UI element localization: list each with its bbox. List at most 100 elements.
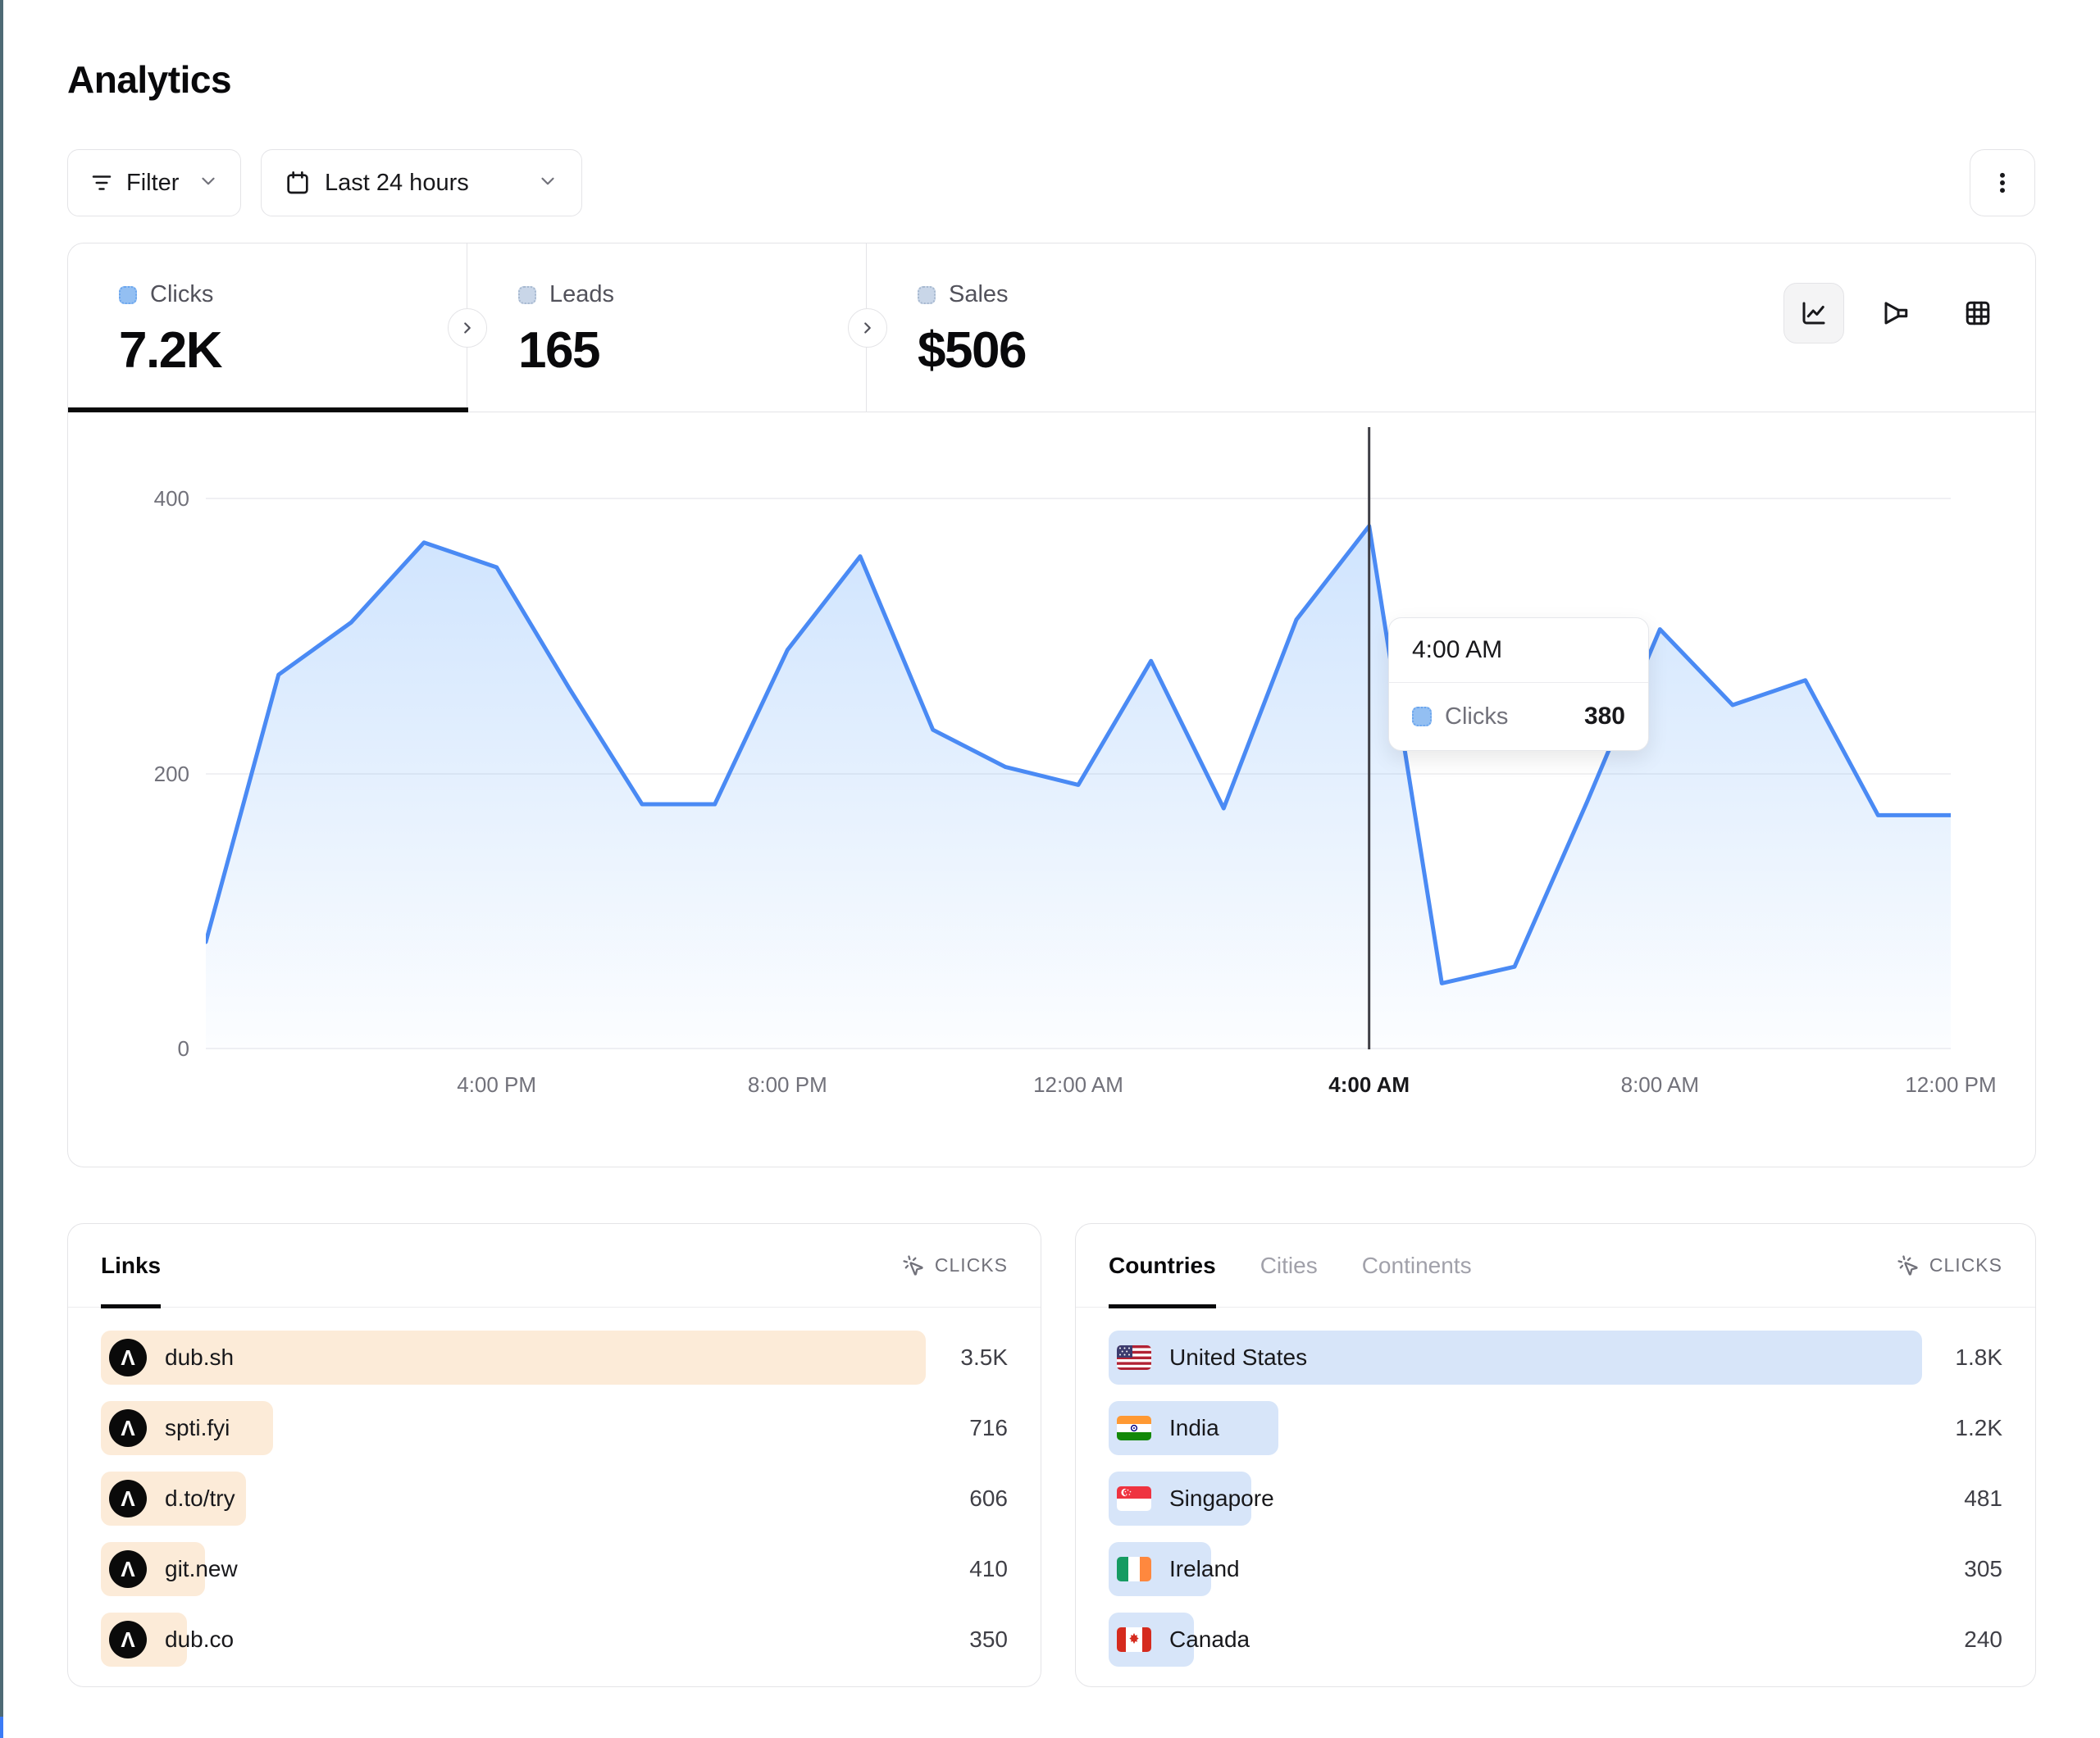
chevron-right-icon — [859, 319, 877, 337]
country-label: Ireland — [1169, 1556, 1240, 1581]
clicks-value: 7.2K — [119, 322, 222, 379]
x-tick-label: 4:00 PM — [457, 1072, 537, 1097]
chart-area-fill — [206, 525, 1951, 1049]
country-clicks-value: 1.2K — [1955, 1415, 2002, 1440]
stat-label: Leads — [549, 281, 615, 307]
filter-label: Filter — [126, 169, 180, 196]
country-clicks-value: 305 — [1964, 1556, 2002, 1581]
link-label: dub.co — [165, 1627, 235, 1652]
stats-tab-row: Clicks 7.2K Leads 165 Sales $506 — [68, 243, 2035, 412]
tooltip-legend-swatch — [1412, 707, 1432, 726]
link-label: git.new — [165, 1556, 238, 1581]
country-label: United States — [1169, 1344, 1308, 1370]
country-row[interactable]: United States 1.8K — [1109, 1331, 2002, 1385]
line-chart-icon — [1799, 298, 1829, 328]
country-row[interactable]: Ireland 305 — [1109, 1542, 2002, 1596]
country-label: Singapore — [1169, 1485, 1274, 1511]
calendar-icon — [285, 170, 311, 196]
ie-flag-icon — [1117, 1557, 1151, 1581]
chart-tooltip: 4:00 AM Clicks 380 — [1388, 617, 1649, 751]
link-label: spti.fyi — [165, 1415, 230, 1440]
funnel-view-button[interactable] — [1865, 283, 1926, 344]
link-clicks-value: 410 — [969, 1556, 1008, 1581]
dub-logo-icon: Λ — [109, 1339, 147, 1376]
country-label: Canada — [1169, 1627, 1250, 1652]
active-tab-underline — [68, 407, 468, 412]
link-clicks-value: 350 — [969, 1627, 1008, 1652]
expand-metric-button[interactable] — [848, 308, 887, 348]
link-clicks-value: 716 — [969, 1415, 1008, 1440]
us-flag-icon — [1117, 1345, 1151, 1370]
more-options-button[interactable] — [1970, 149, 2035, 216]
x-tick-label: 12:00 PM — [1905, 1072, 1997, 1097]
sg-flag-icon — [1117, 1486, 1151, 1511]
countries-metric-header[interactable]: CLICKS — [1897, 1224, 2002, 1307]
tab-links-links[interactable]: Links — [101, 1224, 162, 1308]
dub-logo-icon: Λ — [109, 1480, 147, 1517]
metric-header-label: CLICKS — [934, 1254, 1008, 1276]
tab-countries-continents[interactable]: Continents — [1361, 1252, 1472, 1278]
in-flag-icon — [1117, 1416, 1151, 1440]
expand-metric-button[interactable] — [448, 308, 487, 348]
dub-logo-icon: Λ — [109, 1550, 147, 1588]
tab-clicks[interactable]: Clicks 7.2K — [68, 243, 467, 412]
country-clicks-value: 240 — [1964, 1627, 2002, 1652]
sales-value: $506 — [918, 322, 1027, 379]
y-tick-label: 400 — [153, 486, 189, 511]
page-title: Analytics — [67, 58, 232, 101]
countries-panel: Countries Cities Continents CLICKS United … — [1075, 1223, 2036, 1687]
ca-flag-icon — [1117, 1627, 1151, 1652]
funnel-chart-icon — [1881, 298, 1911, 328]
chevron-down-icon — [198, 171, 219, 196]
date-range-label: Last 24 hours — [325, 169, 469, 196]
filter-button[interactable]: Filter — [67, 149, 241, 216]
tab-sales[interactable]: Sales $506 — [867, 243, 1266, 412]
link-clicks-value: 3.5K — [960, 1344, 1008, 1370]
analytics-card: Clicks 7.2K Leads 165 Sales $506 — [67, 243, 2036, 1167]
stat-label: Sales — [949, 281, 1009, 307]
country-row[interactable]: Singapore 481 — [1109, 1472, 2002, 1526]
y-tick-label: 0 — [177, 1036, 189, 1061]
cursor-click-icon — [1897, 1254, 1920, 1277]
chevron-down-icon — [537, 171, 558, 196]
line-chart-view-button[interactable] — [1783, 283, 1844, 344]
countries-list: United States 1.8K India 1.2K Singapore 481 Ir… — [1076, 1308, 2035, 1667]
link-label: dub.sh — [165, 1344, 235, 1370]
metric-header-label: CLICKS — [1929, 1254, 2002, 1276]
x-tick-label: 8:00 AM — [1620, 1072, 1700, 1097]
clicks-legend-swatch — [119, 285, 137, 304]
x-tick-label: 4:00 AM — [1328, 1072, 1410, 1097]
screen-edge-strip-bottom — [0, 1717, 3, 1738]
grid-table-icon — [1963, 298, 1993, 328]
x-tick-label: 8:00 PM — [747, 1072, 827, 1097]
x-tick-label: 12:00 AM — [1033, 1072, 1123, 1097]
filter-icon — [89, 171, 114, 195]
stat-label: Clicks — [150, 281, 214, 307]
tooltip-metric: Clicks — [1445, 703, 1509, 730]
tab-countries-cities[interactable]: Cities — [1260, 1252, 1318, 1278]
tab-countries-countries[interactable]: Countries — [1109, 1224, 1216, 1308]
x-axis: 4:00 PM 8:00 PM 12:00 AM 4:00 AM 8:00 AM 12:0… — [206, 1072, 1996, 1105]
links-panel-header: Links CLICKS — [68, 1224, 1041, 1308]
tab-leads[interactable]: Leads 165 — [467, 243, 867, 412]
table-view-button[interactable] — [1947, 283, 2008, 344]
links-metric-header[interactable]: CLICKS — [902, 1224, 1008, 1307]
country-clicks-value: 1.8K — [1955, 1344, 2002, 1370]
country-row[interactable]: India 1.2K — [1109, 1401, 2002, 1455]
countries-panel-header: Countries Cities Continents CLICKS — [1076, 1224, 2035, 1308]
dub-logo-icon: Λ — [109, 1621, 147, 1658]
date-range-button[interactable]: Last 24 hours — [261, 149, 582, 216]
link-clicks-value: 606 — [969, 1485, 1008, 1511]
clicks-bar-fill — [1109, 1331, 1922, 1385]
clicks-area-chart[interactable] — [206, 427, 1951, 1049]
country-row[interactable]: Canada 240 — [1109, 1613, 2002, 1667]
clicks-bar-fill — [101, 1331, 927, 1385]
